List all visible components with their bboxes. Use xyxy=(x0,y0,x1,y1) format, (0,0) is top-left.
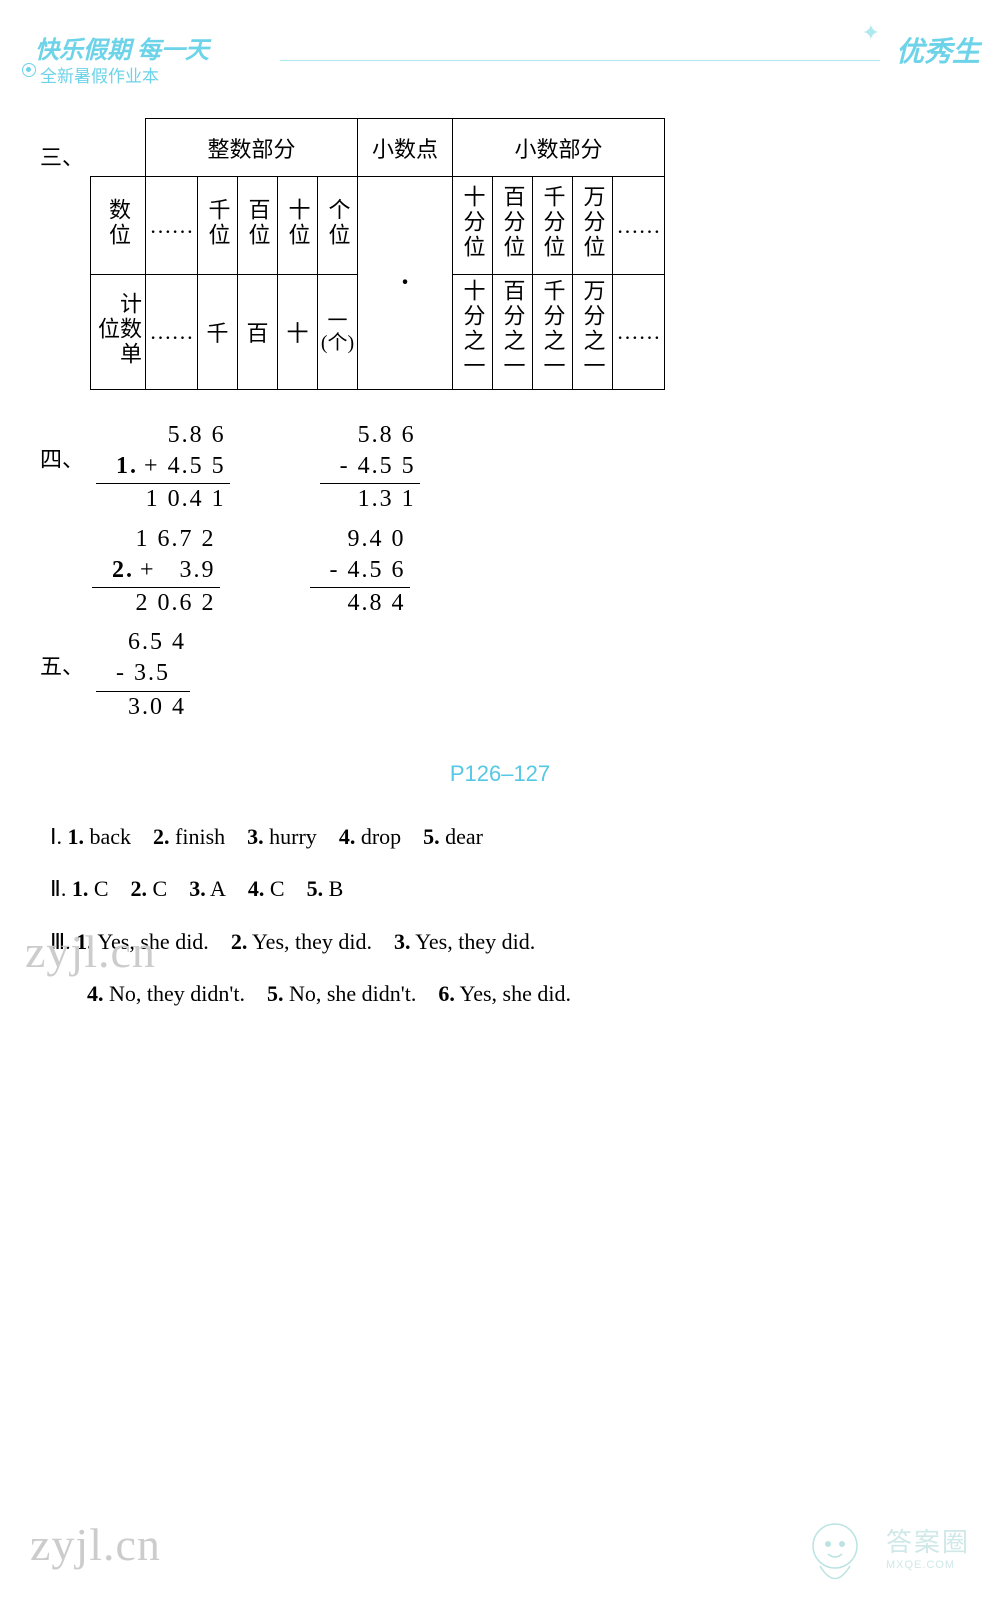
empty-cell xyxy=(91,119,146,177)
math-problem-3: 1 6.7 2 2.+ 3.9 2 0.6 2 xyxy=(92,524,220,620)
int-unit-1: 千 xyxy=(198,275,238,390)
int-digit-4: 个位 xyxy=(318,177,358,275)
decimal-header: 小数部分 xyxy=(453,119,665,177)
math-problem-2: 5.8 6 - 4.5 5 1.3 1 xyxy=(320,420,420,516)
dec-unit-3: 万分之一 xyxy=(573,275,613,390)
int-unit-2: 百 xyxy=(238,275,278,390)
int-digit-1: 千位 xyxy=(198,177,238,275)
int-digit-2: 百位 xyxy=(238,177,278,275)
math-problem-5: 6.5 4 - 3.5 3.0 4 xyxy=(96,627,190,723)
page-header-decor: ✦ 快乐假期 每一天 全新暑假作业本 优秀生 xyxy=(0,0,1000,100)
dec-digit-3: 万分位 xyxy=(573,177,613,275)
dec-unit-2: 千分之一 xyxy=(533,275,573,390)
answer-q1: Ⅰ. 1. back 2. finish 3. hurry 4. drop 5.… xyxy=(50,812,1000,863)
watermark-2: zyjl.cn xyxy=(30,1518,161,1571)
cartoon-icon xyxy=(800,1516,870,1596)
page-reference: P126–127 xyxy=(0,761,1000,787)
dec-digit-4: …… xyxy=(613,177,665,275)
section3-label: 三、 xyxy=(40,140,84,172)
dec-digit-1: 百分位 xyxy=(493,177,533,275)
header-subtitle: 全新暑假作业本 xyxy=(40,62,159,87)
int-digit-0: …… xyxy=(146,177,198,275)
section4-label: 四、 xyxy=(40,420,84,516)
int-unit-0: …… xyxy=(146,275,198,390)
section5-label: 五、 xyxy=(40,627,84,723)
unit-row-label: 计数单位 xyxy=(91,275,146,390)
digit-row-label: 数位 xyxy=(91,177,146,275)
answer-q2: Ⅱ. 1. C 2. C 3. A 4. C 5. B xyxy=(50,864,1000,915)
section4: 四、 5.8 6 1.+ 4.5 5 1 0.4 1 5.8 6 - 4.5 5… xyxy=(40,420,1000,619)
answer-q3-line2: 4. No, they didn't. 5. No, she didn't. 6… xyxy=(87,969,1000,1020)
bottom-logo: 答案圈 MXQE.COM xyxy=(886,1522,970,1571)
place-value-table: 整数部分 小数点 小数部分 数位 …… 千位 百位 十位 个位 · 十分位 百分… xyxy=(90,118,665,390)
header-divider xyxy=(280,60,880,61)
answer-q3-line1: Ⅲ. 1. Yes, she did. 2. Yes, they did. 3.… xyxy=(50,917,1000,968)
dec-unit-0: 十分之一 xyxy=(453,275,493,390)
dec-digit-0: 十分位 xyxy=(453,177,493,275)
math-problem-4: 9.4 0 - 4.5 6 4.8 4 xyxy=(310,524,410,620)
decimal-point: · xyxy=(358,177,453,390)
int-unit-4: 一(个) xyxy=(318,275,358,390)
watermark-1: zyjl.cn xyxy=(25,925,156,978)
point-header: 小数点 xyxy=(358,119,453,177)
star-icon: ✦ xyxy=(862,20,880,46)
int-unit-3: 十 xyxy=(278,275,318,390)
dec-unit-4: …… xyxy=(613,275,665,390)
integer-header: 整数部分 xyxy=(146,119,358,177)
dec-unit-1: 百分之一 xyxy=(493,275,533,390)
math-problem-1: 5.8 6 1.+ 4.5 5 1 0.4 1 xyxy=(96,420,230,516)
int-digit-3: 十位 xyxy=(278,177,318,275)
header-title: 快乐假期 每一天 xyxy=(35,30,209,65)
dec-digit-2: 千分位 xyxy=(533,177,573,275)
header-right-logo: 优秀生 xyxy=(896,30,980,70)
section5: 五、 6.5 4 - 3.5 3.0 4 xyxy=(40,627,1000,723)
text-answers: Ⅰ. 1. back 2. finish 3. hurry 4. drop 5.… xyxy=(50,812,1000,1020)
circle-icon xyxy=(22,63,36,77)
